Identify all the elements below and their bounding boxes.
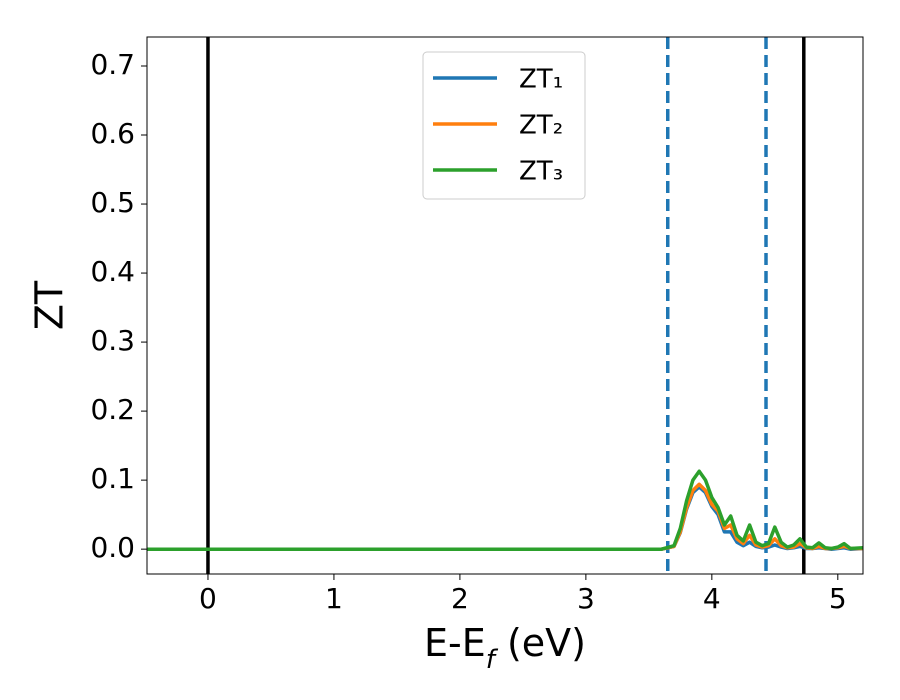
- y-tick-label: 0.5: [90, 186, 135, 219]
- y-tick-label: 0.7: [90, 48, 135, 81]
- x-tick-label: 3: [577, 582, 595, 615]
- plot-frame: [146, 36, 864, 575]
- y-tick-label: 0.2: [90, 393, 135, 426]
- y-axis-label: ZT: [28, 280, 72, 330]
- y-tick-label: 0.6: [90, 117, 135, 150]
- y-tick-label: 0.0: [90, 531, 135, 564]
- x-axis-label-part: (eV): [495, 621, 586, 665]
- x-tick-label: 5: [829, 582, 847, 615]
- x-axis-label-part: E-E: [424, 621, 486, 665]
- x-tick-label: 4: [703, 582, 721, 615]
- x-tick-label: 2: [451, 582, 469, 615]
- x-axis-label: E-Ef (eV): [424, 621, 586, 675]
- x-tick-label: 1: [325, 582, 343, 615]
- legend-box: [422, 51, 586, 200]
- series-line: [147, 469, 864, 551]
- y-tick-label: 0.1: [90, 462, 135, 495]
- y-tick-label: 0.3: [90, 324, 135, 357]
- legend-label: ZT₁: [519, 65, 563, 95]
- legend-label: ZT₃: [519, 157, 563, 187]
- y-tick-label: 0.4: [90, 255, 135, 288]
- legend-label: ZT₂: [519, 111, 563, 141]
- x-tick-label: 0: [199, 582, 217, 615]
